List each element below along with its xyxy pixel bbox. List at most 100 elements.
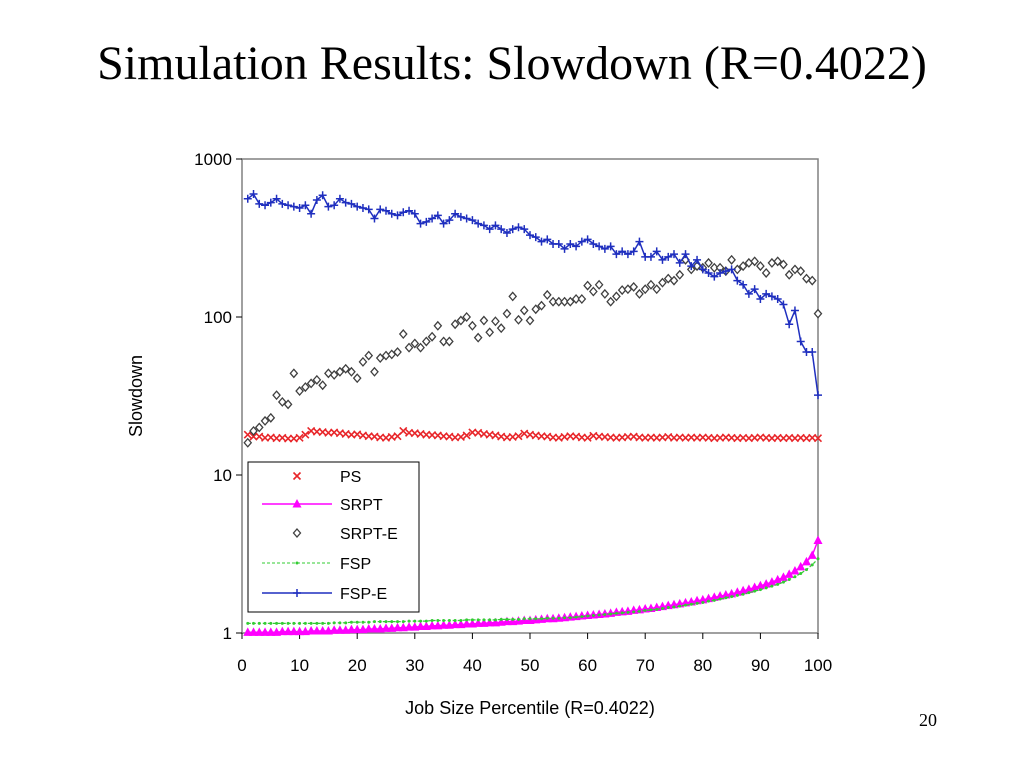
data-point: [589, 239, 598, 248]
data-point: [427, 620, 437, 630]
data-point: [330, 201, 339, 210]
data-point: [802, 273, 811, 284]
data-point: [243, 194, 252, 203]
series-ps: [243, 426, 823, 443]
data-point: [428, 214, 437, 223]
data-point: [442, 618, 446, 622]
data-point: [756, 294, 765, 303]
data-point: [807, 275, 817, 286]
data-point: [577, 294, 587, 304]
data-point: [606, 296, 616, 307]
data-point: [623, 250, 632, 259]
data-point: [266, 627, 276, 636]
data-point: [551, 616, 555, 620]
data-point: [695, 601, 699, 605]
data-point: [243, 627, 253, 636]
data-point: [750, 285, 759, 294]
data-point: [459, 618, 463, 622]
data-point: [649, 608, 653, 612]
data-point: [554, 296, 564, 307]
data-point: [508, 225, 517, 234]
data-point: [410, 338, 420, 349]
data-point: [246, 621, 250, 625]
data-point: [404, 622, 414, 631]
data-point: [407, 619, 411, 623]
data-point: [381, 623, 391, 632]
data-point: [635, 288, 644, 299]
data-point: [514, 432, 523, 441]
series-layer: [243, 190, 823, 636]
data-point: [255, 199, 264, 208]
data-point: [372, 620, 376, 624]
y-axis-label: Slowdown: [126, 355, 146, 437]
data-point: [419, 619, 423, 623]
data-point: [652, 247, 661, 256]
data-point: [508, 291, 518, 302]
series-fsp-e: [243, 190, 822, 400]
data-point: [586, 614, 590, 618]
data-point: [312, 374, 322, 385]
data-point: [710, 272, 719, 281]
data-point: [451, 209, 460, 218]
data-point: [687, 262, 696, 271]
data-point: [542, 289, 552, 300]
data-point: [565, 296, 575, 307]
data-point: [520, 225, 529, 234]
legend-label: FSP-E: [340, 586, 387, 603]
data-point: [707, 599, 711, 603]
data-point: [493, 618, 497, 622]
data-point: [776, 582, 780, 586]
data-point: [427, 331, 437, 342]
data-point: [338, 621, 342, 625]
data-point: [526, 231, 534, 240]
data-point: [433, 211, 442, 220]
series-srpt: [243, 535, 823, 636]
data-point: [626, 610, 630, 614]
data-point: [465, 618, 469, 622]
data-point: [591, 614, 595, 618]
data-point: [390, 620, 394, 624]
data-point: [347, 199, 356, 208]
x-tick-label: 50: [521, 656, 540, 675]
data-point: [712, 598, 716, 602]
data-point: [614, 611, 618, 615]
data-point: [416, 342, 425, 353]
data-point: [732, 264, 742, 275]
y-tick-label: 1: [223, 624, 232, 643]
data-point: [663, 273, 673, 284]
data-point: [353, 202, 362, 211]
data-point: [257, 621, 261, 625]
series-line: [247, 558, 819, 625]
data-point: [485, 327, 495, 338]
data-point: [618, 247, 627, 256]
data-point: [778, 572, 788, 581]
x-tick-label: 100: [804, 656, 832, 675]
data-point: [735, 593, 739, 597]
data-point: [779, 259, 788, 270]
data-point: [436, 618, 440, 622]
x-tick-label: 70: [636, 656, 655, 675]
data-point: [525, 315, 535, 326]
data-point: [298, 621, 302, 625]
data-point: [548, 296, 558, 307]
data-point: [583, 235, 592, 244]
data-point: [364, 350, 374, 361]
data-point: [303, 621, 307, 625]
data-point: [747, 591, 751, 595]
data-point: [491, 221, 500, 230]
data-point: [557, 616, 561, 620]
data-point: [491, 316, 500, 327]
data-point: [393, 347, 402, 358]
data-point: [421, 336, 431, 347]
page-number: 20: [919, 710, 937, 730]
data-point: [393, 211, 402, 220]
data-point: [813, 308, 823, 319]
data-point: [583, 280, 592, 291]
data-point: [502, 229, 511, 238]
data-point: [543, 235, 552, 244]
data-point: [767, 257, 777, 268]
data-point: [401, 620, 405, 624]
data-point: [249, 190, 258, 199]
data-point: [704, 257, 713, 268]
